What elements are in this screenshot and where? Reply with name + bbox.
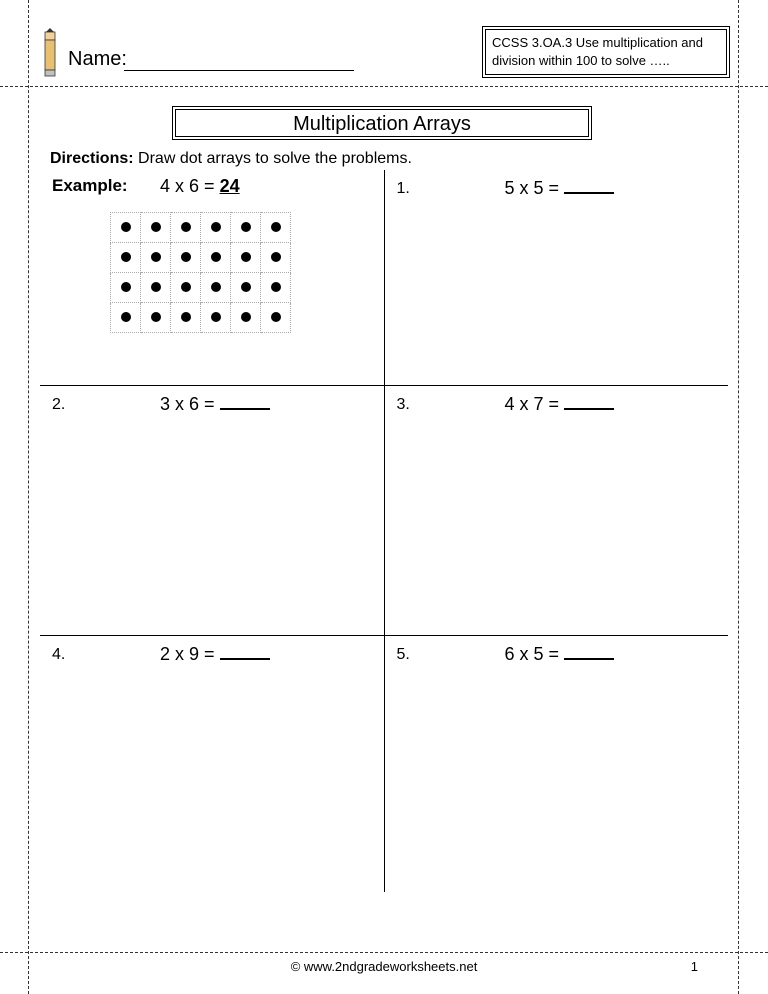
- problem-grid: Example: 4 x 6 = 24 1. 5 x 5: [40, 170, 728, 934]
- crop-mark-right: [738, 0, 739, 994]
- grid-row: Example: 4 x 6 = 24 1. 5 x 5: [40, 170, 728, 386]
- problem-equation: 6 x 5 =: [505, 644, 615, 665]
- dot-grid: [110, 212, 291, 333]
- problem-number: 3.: [397, 396, 410, 414]
- example-answer: 24: [220, 176, 240, 196]
- equation-text: 3 x 6 =: [160, 394, 215, 414]
- name-input-line[interactable]: [124, 70, 354, 71]
- worksheet-page: Name: CCSS 3.OA.3 Use multiplication and…: [0, 0, 768, 994]
- problem-number: 2.: [52, 396, 65, 414]
- name-label: Name:: [68, 48, 127, 71]
- example-equation-text: 4 x 6 =: [160, 176, 215, 196]
- equation-text: 2 x 9 =: [160, 644, 215, 664]
- grid-row: 4. 2 x 9 = 5. 6 x 5 =: [40, 636, 728, 892]
- example-cell: Example: 4 x 6 = 24: [40, 170, 385, 385]
- problem-equation: 2 x 9 =: [160, 644, 270, 665]
- crop-mark-left: [28, 0, 29, 994]
- example-label: Example:: [52, 176, 128, 196]
- problem-cell[interactable]: 5. 6 x 5 =: [385, 636, 729, 892]
- problem-cell[interactable]: 1. 5 x 5 =: [385, 170, 729, 385]
- problem-equation: 3 x 6 =: [160, 394, 270, 415]
- problem-cell[interactable]: 2. 3 x 6 =: [40, 386, 385, 635]
- crop-mark-bottom: [0, 952, 768, 953]
- page-number: 1: [691, 959, 698, 974]
- problem-number: 5.: [397, 646, 410, 664]
- crop-mark-top: [0, 86, 768, 87]
- standard-box: CCSS 3.OA.3 Use multiplication and divis…: [482, 26, 730, 78]
- example-equation: 4 x 6 = 24: [160, 176, 240, 197]
- problem-equation: 5 x 5 =: [505, 178, 615, 199]
- copyright-text: © www.2ndgradeworksheets.net: [0, 959, 768, 974]
- problem-number: 4.: [52, 646, 65, 664]
- equation-text: 4 x 7 =: [505, 394, 560, 414]
- answer-blank[interactable]: [564, 408, 614, 410]
- pencil-icon: [36, 28, 64, 78]
- equation-text: 6 x 5 =: [505, 644, 560, 664]
- answer-blank[interactable]: [220, 408, 270, 410]
- problem-equation: 4 x 7 =: [505, 394, 615, 415]
- equation-text: 5 x 5 =: [505, 178, 560, 198]
- dot-array: [110, 212, 291, 333]
- answer-blank[interactable]: [564, 192, 614, 194]
- problem-cell[interactable]: 3. 4 x 7 =: [385, 386, 729, 635]
- directions: Directions: Draw dot arrays to solve the…: [50, 150, 412, 168]
- answer-blank[interactable]: [564, 658, 614, 660]
- problem-cell[interactable]: 4. 2 x 9 =: [40, 636, 385, 892]
- directions-text: Draw dot arrays to solve the problems.: [138, 150, 412, 167]
- worksheet-title: Multiplication Arrays: [172, 106, 592, 140]
- grid-row: 2. 3 x 6 = 3. 4 x 7 =: [40, 386, 728, 636]
- problem-number: 1.: [397, 180, 410, 198]
- directions-label: Directions:: [50, 150, 134, 167]
- answer-blank[interactable]: [220, 658, 270, 660]
